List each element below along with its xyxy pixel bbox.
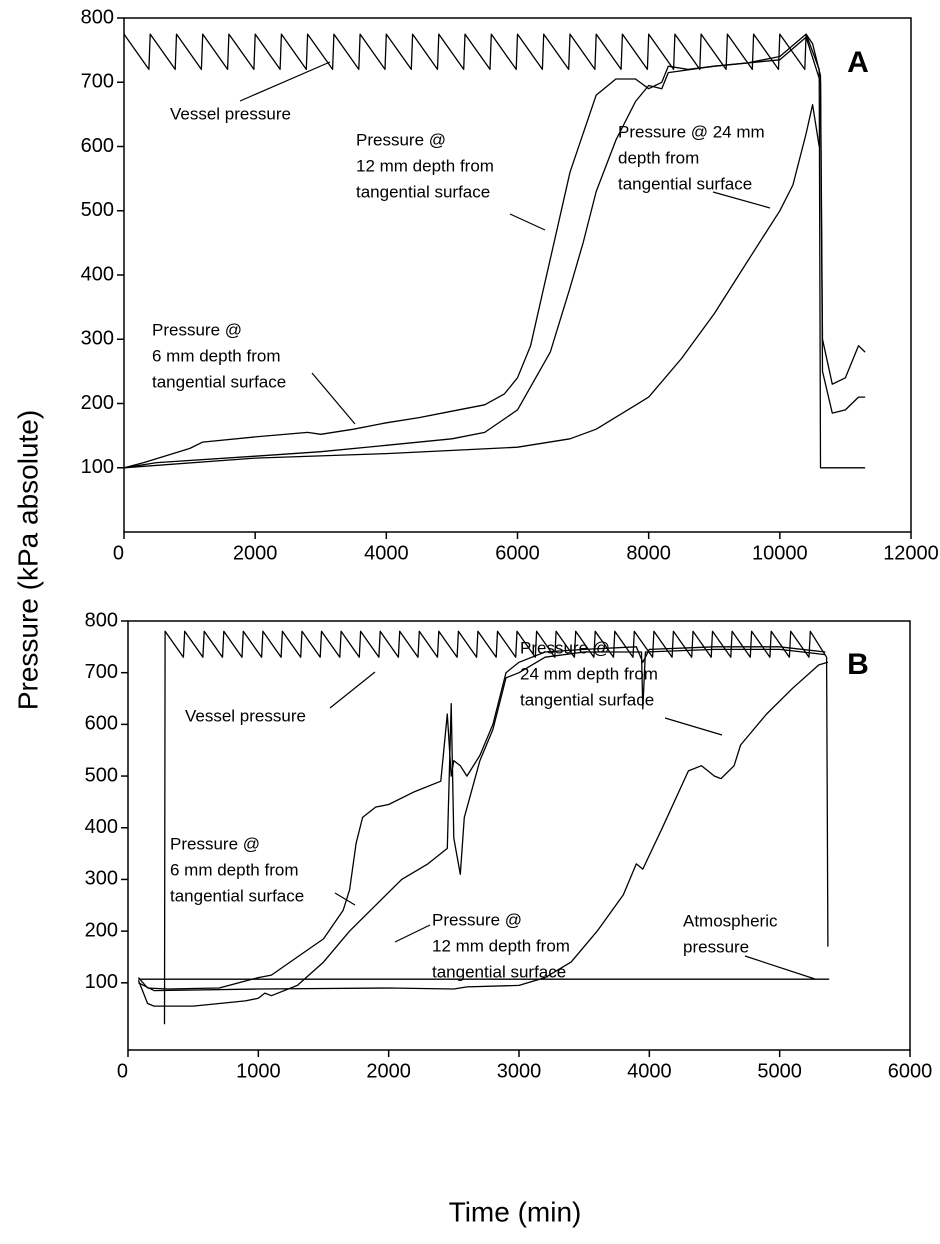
series-line — [163, 630, 829, 1025]
annotation: depth from — [618, 148, 699, 167]
y-tick-label: 100 — [85, 971, 118, 993]
x-tick-label: 1000 — [236, 1060, 281, 1082]
y-tick-label: 300 — [81, 328, 114, 350]
y-tick-label: 100 — [81, 456, 114, 478]
y-tick-label: 300 — [85, 868, 118, 890]
y-tick-label: 600 — [81, 135, 114, 157]
panel-label: B — [847, 648, 869, 681]
annotation: Pressure @ — [170, 834, 260, 853]
panel-label: A — [847, 46, 869, 79]
x-tick-label: 2000 — [233, 542, 278, 564]
x-tick-label: 0 — [113, 542, 124, 564]
leader-line — [509, 213, 546, 231]
x-tick-label: 8000 — [626, 542, 671, 564]
series-line — [123, 33, 866, 469]
y-tick-label: 400 — [81, 263, 114, 285]
x-tick-label: 4000 — [627, 1060, 672, 1082]
x-tick-label: 2000 — [366, 1060, 411, 1082]
leader-line — [329, 671, 376, 709]
annotation: tangential surface — [152, 372, 286, 391]
leader-line — [311, 372, 356, 425]
annotation: Pressure @ — [152, 320, 242, 339]
annotation: Atmospheric — [683, 911, 778, 930]
annotation: tangential surface — [170, 886, 304, 905]
x-tick-label: 4000 — [364, 542, 409, 564]
annotation: tangential surface — [520, 690, 654, 709]
annotation: Pressure @ — [432, 910, 522, 929]
annotation: 24 mm depth from — [520, 664, 658, 683]
y-tick-label: 800 — [85, 609, 118, 631]
x-tick-label: 3000 — [497, 1060, 542, 1082]
series-line — [138, 661, 829, 992]
annotation: tangential surface — [618, 174, 752, 193]
y-tick-label: 500 — [81, 199, 114, 221]
series-line — [137, 646, 826, 990]
annotation: tangential surface — [432, 962, 566, 981]
series-line — [123, 36, 866, 469]
annotation: Vessel pressure — [185, 706, 306, 725]
x-axis-label: Time (min) — [449, 1196, 582, 1227]
plot-frame — [123, 17, 912, 533]
x-tick-label: 0 — [117, 1060, 128, 1082]
y-tick-label: 200 — [81, 392, 114, 414]
leader-line — [712, 191, 771, 209]
y-tick-label: 600 — [85, 713, 118, 735]
series-line — [137, 648, 826, 1007]
x-tick-label: 12000 — [883, 542, 939, 564]
x-tick-label: 6000 — [495, 542, 540, 564]
y-tick-label: 400 — [85, 816, 118, 838]
y-axis-label: Pressure (kPa absolute) — [12, 410, 43, 710]
annotation: Pressure @ — [520, 638, 610, 657]
series-line — [123, 33, 866, 469]
annotation: tangential surface — [356, 182, 490, 201]
leader-line — [664, 717, 723, 736]
y-tick-label: 800 — [81, 6, 114, 28]
x-tick-label: 10000 — [752, 542, 808, 564]
x-tick-label: 5000 — [757, 1060, 802, 1082]
annotation: Vessel pressure — [170, 104, 291, 123]
y-tick-label: 200 — [85, 919, 118, 941]
y-tick-label: 500 — [85, 764, 118, 786]
annotation: 12 mm depth from — [432, 936, 570, 955]
y-tick-label: 700 — [85, 661, 118, 683]
leader-line — [394, 924, 431, 943]
annotation: Pressure @ 24 mm — [618, 122, 765, 141]
leader-line — [744, 955, 816, 980]
y-tick-label: 700 — [81, 71, 114, 93]
x-tick-label: 6000 — [888, 1060, 933, 1082]
annotation: 12 mm depth from — [356, 156, 494, 175]
series-line — [123, 104, 820, 469]
annotation: 6 mm depth from — [170, 860, 299, 879]
leader-line — [334, 892, 356, 906]
annotation: 6 mm depth from — [152, 346, 281, 365]
annotation: Pressure @ — [356, 130, 446, 149]
leader-line — [239, 61, 331, 102]
annotation: pressure — [683, 937, 749, 956]
